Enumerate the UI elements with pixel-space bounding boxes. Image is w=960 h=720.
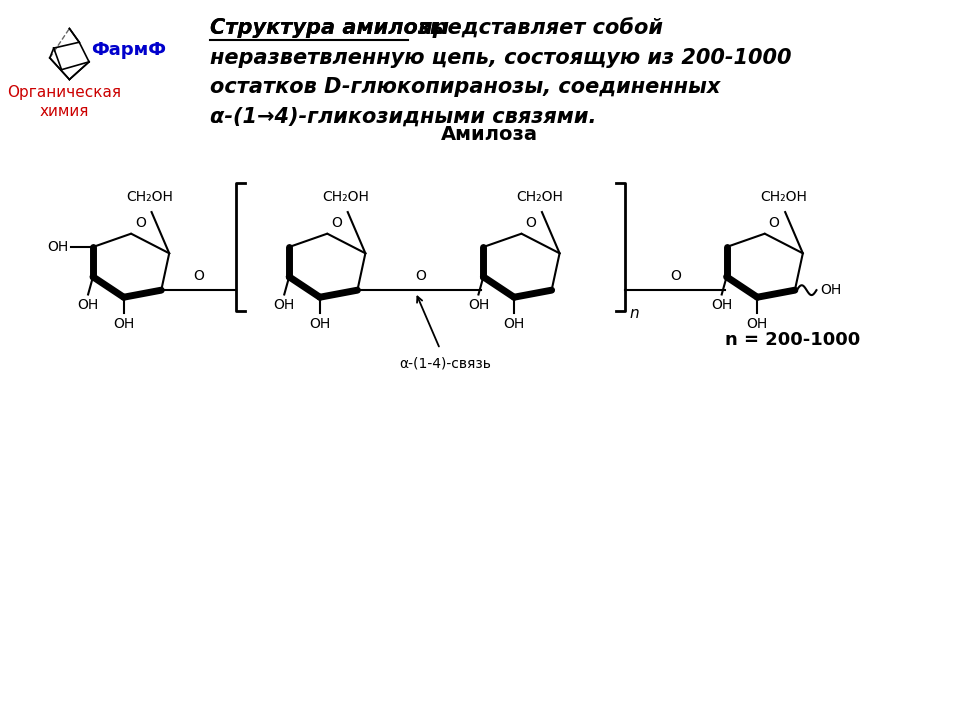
Text: CH₂OH: CH₂OH <box>516 190 564 204</box>
Text: остатков D-глюкопиранозы, соединенных: остатков D-глюкопиранозы, соединенных <box>209 77 720 97</box>
Text: представляет собой: представляет собой <box>411 17 662 38</box>
Text: OH: OH <box>503 317 525 331</box>
Text: OH: OH <box>821 283 842 297</box>
Text: n = 200-1000: n = 200-1000 <box>725 330 860 348</box>
Text: OH: OH <box>711 298 732 312</box>
Text: O: O <box>193 269 204 283</box>
Text: O: O <box>769 216 780 230</box>
Text: Органическая
химия: Органическая химия <box>8 86 122 119</box>
Text: Структура амилозы: Структура амилозы <box>209 18 448 38</box>
Text: OH: OH <box>113 317 134 331</box>
Text: OH: OH <box>747 317 768 331</box>
Text: n: n <box>630 306 639 321</box>
Text: OH: OH <box>47 240 68 254</box>
Text: CH₂OH: CH₂OH <box>323 190 370 204</box>
Text: O: O <box>670 269 681 283</box>
Text: OH: OH <box>274 298 295 312</box>
Text: ФармФ: ФармФ <box>91 41 166 59</box>
Text: Амилоза: Амилоза <box>441 125 538 144</box>
Text: неразветвленную цепь, состоящую из 200-1000: неразветвленную цепь, состоящую из 200-1… <box>209 48 791 68</box>
Text: α-(1→4)-гликозидными связями.: α-(1→4)-гликозидными связями. <box>209 107 596 127</box>
Text: O: O <box>135 216 146 230</box>
Text: O: O <box>525 216 537 230</box>
Text: α-(1-4)-связь: α-(1-4)-связь <box>399 357 491 371</box>
Text: O: O <box>331 216 342 230</box>
Text: OH: OH <box>309 317 330 331</box>
Text: CH₂OH: CH₂OH <box>126 190 173 204</box>
Text: O: O <box>415 269 426 283</box>
Text: Структура амилозы: Структура амилозы <box>209 18 448 38</box>
Text: CH₂OH: CH₂OH <box>759 190 806 204</box>
Text: OH: OH <box>468 298 489 312</box>
Text: OH: OH <box>78 298 99 312</box>
